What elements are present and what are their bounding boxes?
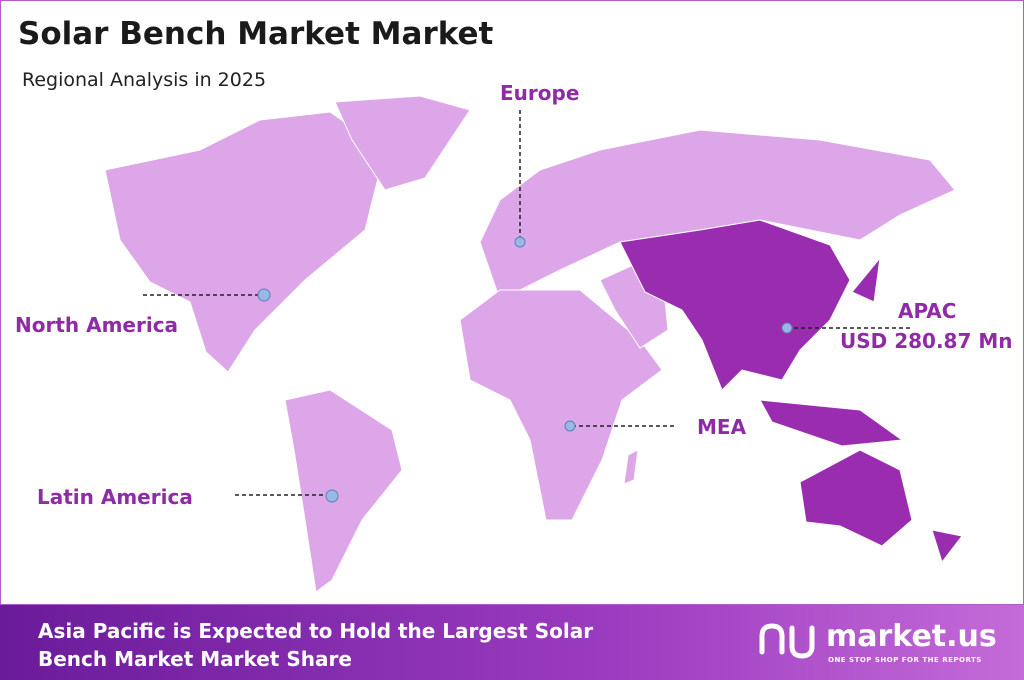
world-map (104, 95, 963, 593)
north-america (104, 111, 386, 373)
madagascar (623, 449, 639, 485)
region-label: APAC (898, 299, 956, 323)
title: Solar Bench Market Market (18, 16, 494, 52)
marker (257, 288, 271, 302)
region-value: USD 280.87 Mn (840, 329, 1013, 353)
logo-icon (759, 623, 815, 659)
marker (564, 420, 576, 432)
region-label: North America (15, 313, 178, 337)
region-label: Europe (500, 81, 579, 105)
japan (851, 256, 881, 303)
footer-text: Bench Market Market Share (38, 647, 352, 671)
region-label: MEA (697, 415, 747, 439)
new-zealand (931, 529, 963, 564)
logo-text: market.us (826, 619, 997, 654)
region-label: Latin America (37, 485, 193, 509)
indonesia (759, 399, 904, 447)
asia-pacific (619, 219, 851, 391)
europe-russia (479, 129, 956, 301)
australia (799, 449, 913, 547)
footer-text: Asia Pacific is Expected to Hold the Lar… (38, 619, 593, 643)
greenland (334, 95, 471, 191)
africa (459, 289, 663, 521)
marker (325, 489, 339, 503)
subtitle: Regional Analysis in 2025 (22, 69, 266, 91)
south-america (284, 389, 403, 593)
footer-band (0, 605, 1024, 680)
marker (781, 322, 793, 334)
marker (514, 236, 526, 248)
logo-tagline: ONE STOP SHOP FOR THE REPORTS (828, 656, 982, 664)
